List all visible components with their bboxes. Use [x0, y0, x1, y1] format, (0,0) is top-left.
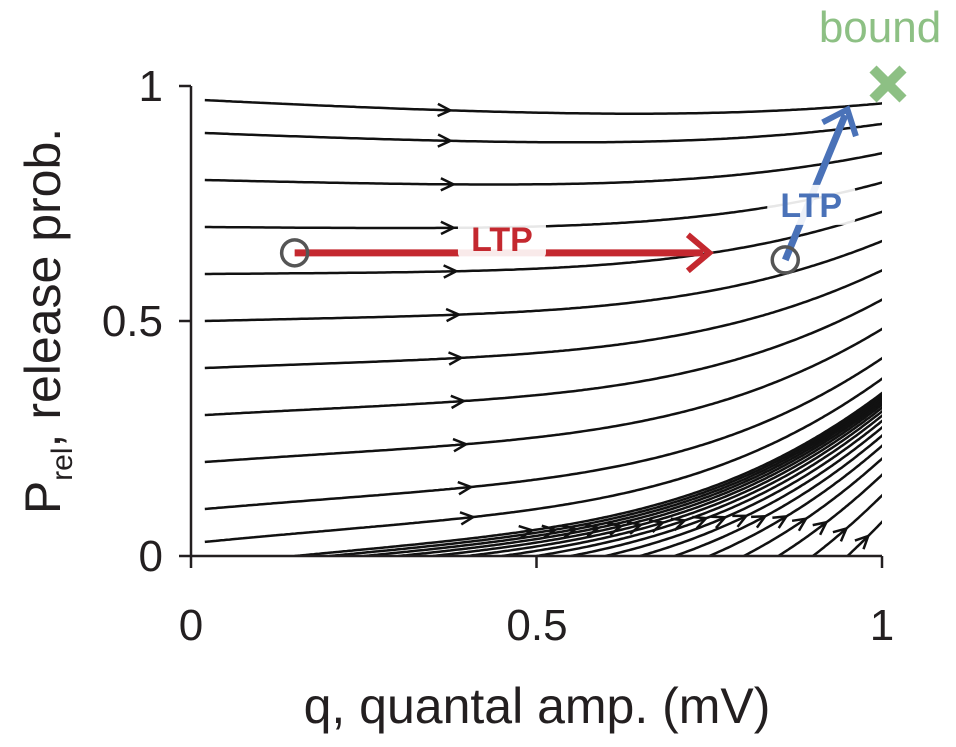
y-axis-title-main: P	[15, 481, 71, 514]
ltp-label-bg-1	[767, 184, 856, 225]
annotations: LTP LTP	[279, 105, 859, 275]
bound-label: bound	[819, 3, 941, 52]
bound-marker: bound	[819, 3, 941, 103]
stream-arrow-2	[452, 437, 469, 453]
ltp-label-0: LTP	[471, 221, 533, 259]
ltp-arrowhead-0	[685, 232, 714, 274]
stream-line-2	[204, 327, 882, 464]
stream-arrow-22	[751, 514, 768, 529]
stream-arrow-0	[459, 511, 477, 526]
stream-line-6	[204, 210, 882, 276]
stream-line-3	[204, 298, 882, 417]
stream-line-22	[674, 434, 882, 556]
ltp-start-circle-0	[279, 238, 310, 268]
stream-line-9	[204, 122, 882, 144]
stream-arrow-9	[437, 133, 454, 148]
stream-line-26	[812, 493, 882, 556]
stream-line-18	[536, 409, 882, 556]
stream-arrow-3	[450, 394, 467, 410]
stream-arrow-6	[443, 264, 460, 279]
y-tick-label-2: 1	[139, 62, 163, 111]
bound-x-mark	[869, 65, 907, 103]
stream-arrow-5	[445, 307, 462, 323]
stream-line-19	[570, 414, 882, 556]
stream-line-8	[204, 151, 882, 186]
stream-line-27	[846, 520, 882, 556]
stream-arrow-23	[772, 514, 789, 529]
stream-line-21	[639, 425, 882, 556]
stream-line-1	[204, 356, 882, 511]
stream-arrow-10	[437, 102, 454, 118]
stream-arrow-7	[440, 220, 457, 236]
stream-line-10	[204, 98, 882, 115]
stream-line-24	[743, 457, 882, 556]
stream-arrow-20	[711, 515, 728, 529]
stream-arrow-8	[440, 177, 457, 192]
stream-line-13	[363, 395, 882, 556]
stream-line-15	[432, 400, 882, 556]
stream-arrow-4	[448, 351, 465, 366]
stream-line-11	[294, 391, 882, 556]
y-tick-label-0: 0	[139, 532, 163, 581]
stream-line-12	[329, 393, 882, 556]
x-tick-label-2: 1	[870, 601, 894, 650]
y-axis-title-sub: rel	[46, 447, 79, 480]
stream-arrow-25	[812, 520, 829, 536]
ltp-label-1: LTP	[780, 187, 842, 225]
x-tick-label-0: 0	[179, 601, 203, 650]
ltp-label-bg-0	[457, 218, 546, 259]
stream-line-0	[204, 377, 882, 544]
axis-ticks	[179, 84, 884, 568]
y-axis-title: Prel, release prob.	[15, 128, 79, 514]
x-axis-title: q, quantal amp. (mV)	[304, 678, 771, 734]
stream-line-17	[501, 406, 882, 556]
stream-line-4	[204, 269, 882, 370]
ltp-arrowhead-1	[821, 105, 859, 138]
stream-arrow-27	[854, 533, 871, 550]
stream-arrow-1	[457, 480, 474, 496]
y-tick-label-1: 0.5	[102, 297, 163, 346]
stream-line-25	[777, 473, 882, 556]
ltp-start-circle-1	[770, 245, 801, 275]
stream-line-23	[708, 444, 882, 556]
stream-arrow-21	[732, 514, 749, 528]
stream-arrow-24	[791, 517, 809, 532]
stream-arrow-19	[692, 515, 709, 530]
stream-arrow-26	[832, 526, 849, 542]
stream-lines	[204, 98, 882, 556]
y-axis-title-rest: , release prob.	[15, 128, 71, 448]
stream-arrow-18	[670, 517, 688, 532]
svg-text:Prel, release prob.: Prel, release prob.	[15, 128, 79, 514]
x-tick-label-1: 0.5	[506, 601, 567, 650]
stream-line-14	[398, 398, 882, 556]
stream-line-20	[605, 419, 882, 556]
stream-line-16	[467, 403, 882, 556]
